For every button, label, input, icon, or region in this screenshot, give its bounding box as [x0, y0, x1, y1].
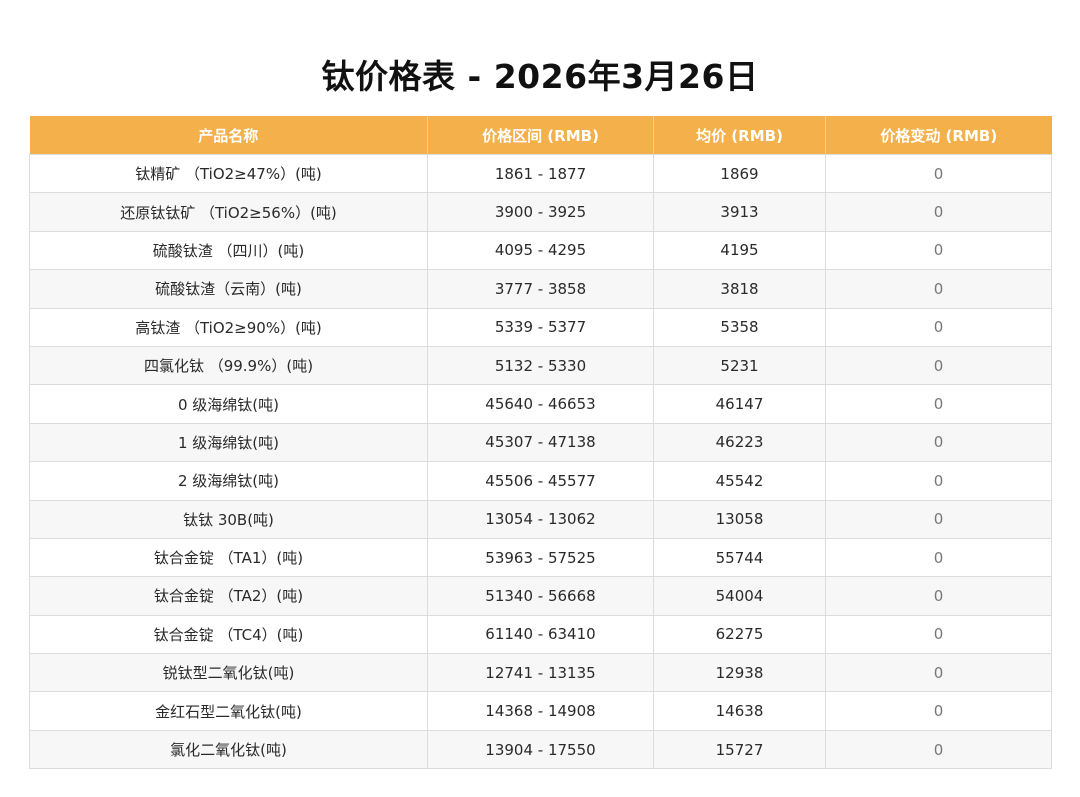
- price-change-cell: 0: [825, 307, 1052, 347]
- average-price-cell: 46147: [653, 384, 826, 424]
- price-range-cell: 5132 - 5330: [427, 345, 654, 386]
- product-name-cell: 四氯化钛 （99.9%）(吨): [29, 345, 428, 386]
- product-name-cell: 硫酸钛渣（云南）(吨): [29, 269, 428, 309]
- table-row: 金红石型二氧化钛(吨) 14368 - 14908 14638 0: [29, 691, 1052, 731]
- average-price-cell: 62275: [653, 614, 826, 655]
- table-row: 钛钛 30B(吨) 13054 - 13062 13058 0: [29, 499, 1052, 539]
- average-price-cell: 14638: [653, 691, 826, 731]
- price-change-cell: 0: [825, 691, 1052, 731]
- header-price-range: 价格区间 (RMB): [427, 116, 654, 155]
- table-row: 锐钛型二氧化钛(吨) 12741 - 13135 12938 0: [29, 653, 1052, 693]
- table-row: 钛合金锭 （TA1）(吨) 53963 - 57525 55744 0: [29, 537, 1052, 578]
- product-name-cell: 钛精矿 （TiO2≥47%）(吨): [29, 153, 428, 194]
- table-row: 钛精矿 （TiO2≥47%）(吨) 1861 - 1877 1869 0: [29, 153, 1052, 194]
- product-name-cell: 钛合金锭 （TC4）(吨): [29, 614, 428, 655]
- price-range-cell: 5339 - 5377: [427, 307, 654, 347]
- header-price-change: 价格变动 (RMB): [825, 116, 1052, 155]
- price-range-cell: 45307 - 47138: [427, 422, 654, 463]
- table-row: 还原钛钛矿 （TiO2≥56%）(吨) 3900 - 3925 3913 0: [29, 192, 1052, 232]
- table-row: 氯化二氧化钛(吨) 13904 - 17550 15727 0: [29, 729, 1052, 770]
- price-range-cell: 14368 - 14908: [427, 691, 654, 731]
- average-price-cell: 55744: [653, 537, 826, 578]
- average-price-cell: 1869: [653, 153, 826, 194]
- price-range-cell: 13904 - 17550: [427, 729, 654, 770]
- price-range-cell: 3900 - 3925: [427, 192, 654, 232]
- average-price-cell: 3913: [653, 192, 826, 232]
- price-change-cell: 0: [825, 345, 1052, 386]
- table-row: 高钛渣 （TiO2≥90%）(吨) 5339 - 5377 5358 0: [29, 307, 1052, 347]
- price-change-cell: 0: [825, 653, 1052, 693]
- price-change-cell: 0: [825, 192, 1052, 232]
- table-row: 钛合金锭 （TA2）(吨) 51340 - 56668 54004 0: [29, 576, 1052, 616]
- price-range-cell: 53963 - 57525: [427, 537, 654, 578]
- header-product-name: 产品名称: [29, 116, 428, 155]
- price-range-cell: 45506 - 45577: [427, 461, 654, 501]
- average-price-cell: 15727: [653, 729, 826, 770]
- average-price-cell: 45542: [653, 461, 826, 501]
- price-range-cell: 51340 - 56668: [427, 576, 654, 616]
- page-title: 钛价格表 - 2026年3月26日: [321, 57, 759, 96]
- header-average-price: 均价 (RMB): [653, 116, 826, 155]
- product-name-cell: 钛钛 30B(吨): [29, 499, 428, 539]
- table-header-row: 产品名称 价格区间 (RMB) 均价 (RMB) 价格变动 (RMB): [29, 116, 1052, 155]
- product-name-cell: 氯化二氧化钛(吨): [29, 729, 428, 770]
- price-change-cell: 0: [825, 537, 1052, 578]
- table-row: 2 级海绵钛(吨) 45506 - 45577 45542 0: [29, 461, 1052, 501]
- product-name-cell: 锐钛型二氧化钛(吨): [29, 653, 428, 693]
- price-change-cell: 0: [825, 230, 1052, 271]
- price-range-cell: 45640 - 46653: [427, 384, 654, 424]
- price-range-cell: 1861 - 1877: [427, 153, 654, 194]
- product-name-cell: 2 级海绵钛(吨): [29, 461, 428, 501]
- price-change-cell: 0: [825, 614, 1052, 655]
- average-price-cell: 13058: [653, 499, 826, 539]
- average-price-cell: 4195: [653, 230, 826, 271]
- table-row: 硫酸钛渣（云南）(吨) 3777 - 3858 3818 0: [29, 269, 1052, 309]
- average-price-cell: 5358: [653, 307, 826, 347]
- price-range-cell: 12741 - 13135: [427, 653, 654, 693]
- average-price-cell: 12938: [653, 653, 826, 693]
- product-name-cell: 0 级海绵钛(吨): [29, 384, 428, 424]
- table-body: 钛精矿 （TiO2≥47%）(吨) 1861 - 1877 1869 0 还原钛钛矿 （…: [29, 153, 1052, 770]
- price-change-cell: 0: [825, 576, 1052, 616]
- price-change-cell: 0: [825, 153, 1052, 194]
- table-row: 0 级海绵钛(吨) 45640 - 46653 46147 0: [29, 384, 1052, 424]
- price-change-cell: 0: [825, 384, 1052, 424]
- product-name-cell: 高钛渣 （TiO2≥90%）(吨): [29, 307, 428, 347]
- average-price-cell: 46223: [653, 422, 826, 463]
- price-change-cell: 0: [825, 499, 1052, 539]
- table-row: 1 级海绵钛(吨) 45307 - 47138 46223 0: [29, 422, 1052, 463]
- price-change-cell: 0: [825, 269, 1052, 309]
- table-row: 四氯化钛 （99.9%）(吨) 5132 - 5330 5231 0: [29, 345, 1052, 386]
- price-table: 产品名称 价格区间 (RMB) 均价 (RMB) 价格变动 (RMB) 钛精矿 …: [29, 116, 1052, 770]
- average-price-cell: 5231: [653, 345, 826, 386]
- price-change-cell: 0: [825, 729, 1052, 770]
- price-change-cell: 0: [825, 422, 1052, 463]
- product-name-cell: 钛合金锭 （TA2）(吨): [29, 576, 428, 616]
- price-range-cell: 13054 - 13062: [427, 499, 654, 539]
- product-name-cell: 1 级海绵钛(吨): [29, 422, 428, 463]
- product-name-cell: 钛合金锭 （TA1）(吨): [29, 537, 428, 578]
- average-price-cell: 3818: [653, 269, 826, 309]
- table-row: 钛合金锭 （TC4）(吨) 61140 - 63410 62275 0: [29, 614, 1052, 655]
- price-change-cell: 0: [825, 461, 1052, 501]
- price-range-cell: 61140 - 63410: [427, 614, 654, 655]
- price-range-cell: 4095 - 4295: [427, 230, 654, 271]
- product-name-cell: 金红石型二氧化钛(吨): [29, 691, 428, 731]
- price-range-cell: 3777 - 3858: [427, 269, 654, 309]
- average-price-cell: 54004: [653, 576, 826, 616]
- product-name-cell: 还原钛钛矿 （TiO2≥56%）(吨): [29, 192, 428, 232]
- table-row: 硫酸钛渣 （四川）(吨) 4095 - 4295 4195 0: [29, 230, 1052, 271]
- product-name-cell: 硫酸钛渣 （四川）(吨): [29, 230, 428, 271]
